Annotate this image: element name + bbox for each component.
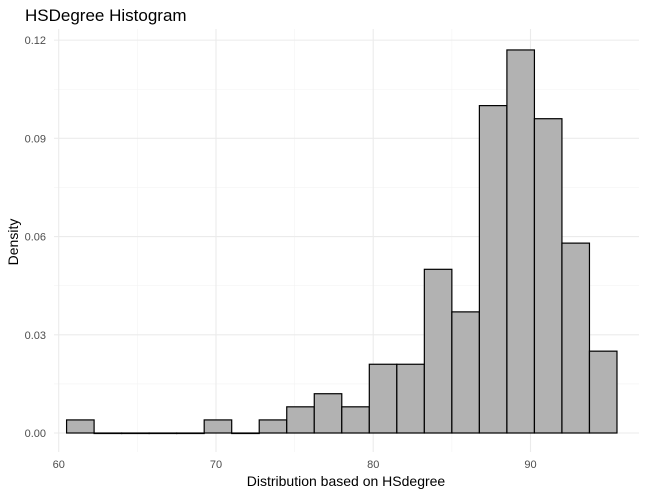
histogram-bar — [396, 363, 425, 434]
y-tick-label: 0.12 — [25, 35, 46, 47]
histogram-bar — [506, 49, 536, 434]
histogram-bar — [176, 432, 205, 435]
chart-title: HSDegree Histogram — [25, 6, 187, 25]
x-tick-label: 70 — [210, 459, 222, 471]
histogram-bar — [533, 118, 563, 434]
histogram-bar — [451, 311, 480, 434]
y-tick-label: 0.06 — [25, 232, 46, 244]
histogram-bar — [478, 105, 508, 434]
x-axis-title: Distribution based on HSdegree — [247, 473, 446, 489]
histogram-bar — [286, 406, 315, 434]
x-tick-label: 80 — [367, 459, 379, 471]
histogram-bar — [93, 432, 123, 435]
x-axis-ticks: 60 70 80 90 — [53, 459, 537, 471]
histogram-bar — [423, 268, 453, 434]
x-tick-label: 90 — [524, 459, 536, 471]
y-axis-ticks: 0.00 0.03 0.06 0.09 0.12 — [25, 35, 46, 440]
x-tick-label: 60 — [53, 459, 65, 471]
histogram-bar — [203, 419, 233, 434]
histogram-bars — [65, 49, 618, 435]
y-axis-title: Density — [5, 219, 21, 266]
histogram-bar — [561, 242, 591, 434]
histogram-bar — [368, 363, 398, 434]
histogram-bar — [258, 419, 288, 434]
y-tick-label: 0.00 — [25, 428, 46, 440]
histogram-bar — [341, 406, 370, 434]
histogram-bar — [588, 350, 618, 434]
histogram-bar — [313, 393, 343, 434]
histogram-bar — [148, 432, 178, 435]
histogram-bar — [65, 419, 95, 434]
histogram-bar — [121, 432, 150, 435]
histogram-bar — [231, 432, 260, 435]
y-tick-label: 0.03 — [25, 330, 46, 342]
y-tick-label: 0.09 — [25, 133, 46, 145]
